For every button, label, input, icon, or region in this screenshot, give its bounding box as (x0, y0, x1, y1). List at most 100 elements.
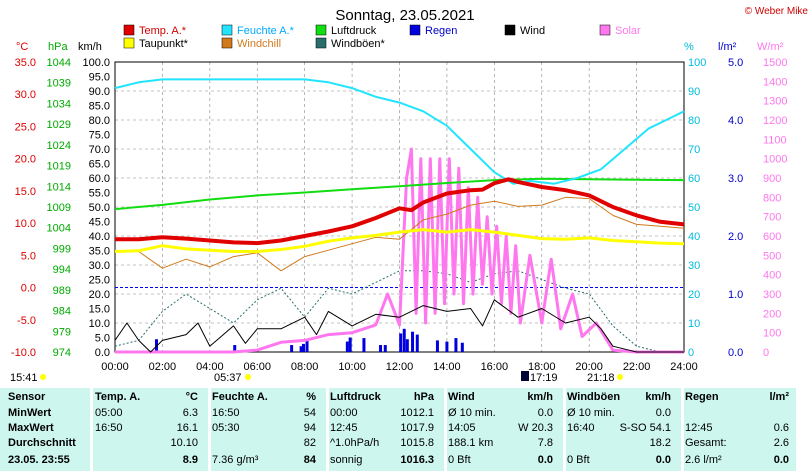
table-separator (681, 388, 684, 471)
tick-wind: 65.0 (89, 159, 110, 171)
tick-press: 1044 (47, 57, 71, 69)
legend-label: Taupunkt* (139, 38, 189, 50)
tick-hum: 30 (688, 260, 700, 272)
table-cell: 16:50 (95, 422, 123, 434)
solar-noon-icon (521, 371, 529, 381)
tick-press: 1009 (47, 202, 71, 214)
table-cell: Ø 10 min. (567, 407, 615, 419)
table-separator (90, 388, 93, 471)
table-separator (208, 388, 211, 471)
legend-swatch (409, 24, 421, 36)
tick-press: 1034 (47, 98, 71, 110)
table-cell: 7.8 (537, 437, 553, 449)
table-header: Regen (685, 391, 719, 403)
tick-press: 984 (53, 306, 71, 318)
tick-time: 18:00 (528, 361, 556, 373)
solar-noon-label: 17:19 (530, 372, 558, 384)
table-header: °C (185, 391, 198, 403)
rain-bar (402, 328, 406, 352)
tick-solar: 400 (763, 270, 781, 282)
tick-time: 10:00 (338, 361, 366, 373)
table-header: km/h (527, 391, 553, 403)
tick-hum: 80 (688, 115, 700, 127)
table-cell: 8.9 (182, 454, 198, 466)
legend-swatch (599, 24, 611, 36)
table-cell: 0.6 (773, 422, 789, 434)
tick-time: 20:00 (575, 361, 603, 373)
tick-wind: 10.0 (89, 318, 110, 330)
tick-solar: 500 (763, 250, 781, 262)
table-cell: 16.1 (176, 422, 198, 434)
rain-bar (299, 346, 303, 352)
tick-press: 1014 (47, 181, 71, 193)
legend-label: Feuchte A.* (237, 25, 295, 37)
tick-solar: 1100 (763, 134, 787, 146)
tick-wind: 75.0 (89, 130, 110, 142)
legend-label: Solar (615, 25, 641, 37)
tick-solar: 1000 (763, 154, 787, 166)
legend-label: Temp. A.* (139, 25, 187, 37)
table-cell: sonnig (330, 454, 363, 466)
tick-wind: 0.0 (95, 347, 110, 359)
rain-bar (233, 345, 237, 352)
table-cell: 10.10 (170, 437, 198, 449)
table-cell: 05:00 (95, 407, 123, 419)
table-cell: 94 (303, 422, 316, 434)
table-cell: 7.36 g/m³ (212, 454, 259, 466)
table-cell: 0.0 (655, 454, 671, 466)
table-cell: S-SO 54.1 (619, 422, 671, 434)
stats-table: Sensor Temp. A. °C Feuchte A.% Luftdruck hPa W… (0, 388, 796, 471)
tick-wind: 55.0 (89, 188, 110, 200)
axis-ticks: 35.0 30.0 25.0 20.0 15.0 10.0 5.0 0.0 -5.0 -10.0 1… (11, 57, 788, 373)
tick-hum: 40 (688, 231, 700, 243)
table-header: Wind (448, 391, 475, 403)
legend-swatch (221, 24, 233, 36)
tick-temp: 5.0 (21, 250, 36, 262)
tick-wind: 70.0 (89, 144, 110, 156)
tick-press: 994 (53, 264, 71, 276)
tick-solar: 200 (763, 308, 781, 320)
legend-label: Regen (425, 25, 457, 37)
sun-marks: 15:41 05:37 17:19 21:18 (10, 371, 623, 384)
legend-swatch (123, 37, 135, 49)
table-cell: 12:45 (685, 422, 713, 434)
table-header: Sensor (8, 391, 46, 403)
tick-solar: 1500 (763, 57, 787, 69)
rain-bar (411, 331, 415, 352)
legend-swatch (221, 37, 233, 49)
unit-press: hPa (48, 41, 68, 53)
legend-label: Windchill (237, 38, 281, 50)
tick-solar: 1300 (763, 96, 787, 108)
tick-rain: 2.0 (728, 231, 743, 243)
tick-hum: 100 (688, 57, 706, 69)
table-row-label: MinWert (8, 407, 52, 419)
sunrise-label: 05:37 (214, 372, 242, 384)
series-feuchtea (114, 78, 685, 185)
table-separator (444, 388, 447, 471)
rain-bar (405, 339, 409, 352)
tick-time: 12:00 (386, 361, 414, 373)
tick-solar: 1200 (763, 115, 787, 127)
tick-press: 974 (53, 347, 71, 359)
rain-bar (399, 333, 403, 352)
tick-time: 24:00 (670, 361, 698, 373)
tick-hum: 0 (688, 347, 694, 359)
tick-rain: 4.0 (728, 115, 743, 127)
table-cell: 1015.8 (400, 437, 434, 449)
tick-hum: 20 (688, 289, 700, 301)
tick-solar: 300 (763, 289, 781, 301)
tick-time: 08:00 (291, 361, 319, 373)
table-cell: 82 (303, 437, 316, 449)
table-cell: 6.3 (182, 407, 198, 419)
tick-rain: 5.0 (728, 57, 743, 69)
table-cell: 16:50 (212, 407, 240, 419)
tick-wind: 85.0 (89, 101, 110, 113)
table-header: Windböen (567, 391, 621, 403)
table-cell: 2.6 (773, 437, 789, 449)
rain-bar (348, 337, 352, 352)
rain-bar (301, 343, 305, 352)
unit-temp: °C (16, 41, 28, 53)
sunrise-icon (245, 374, 251, 380)
tick-solar: 0 (763, 347, 769, 359)
table-cell: 0.0 (773, 454, 789, 466)
